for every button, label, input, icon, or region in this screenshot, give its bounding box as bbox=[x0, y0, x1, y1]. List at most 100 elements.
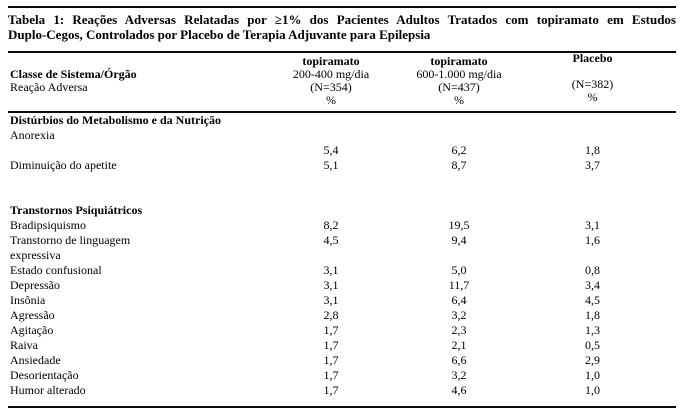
value-cell: 4,5 bbox=[323, 233, 339, 247]
header-topiramato-high-dose: topiramato 600-1.000 mg/dia (N=437) % bbox=[394, 55, 524, 107]
value-cell: 6,6 bbox=[451, 353, 467, 367]
section-header: Distúrbios do Metabolismo e da Nutrição bbox=[10, 113, 221, 127]
table-row: Desorientação 1,7 3,2 1,0 bbox=[8, 368, 661, 383]
title-rule bbox=[8, 51, 676, 53]
header-col4-drug: Placebo bbox=[572, 51, 613, 65]
value-cell: 8,7 bbox=[451, 158, 467, 172]
table-row: Transtorno de linguagem 4,5 9,4 1,6 bbox=[8, 233, 661, 248]
row-label: Raiva bbox=[10, 338, 38, 352]
table-title: Tabela 1: Reações Adversas Relatadas por… bbox=[8, 12, 676, 42]
header-col4-unit: % bbox=[587, 90, 598, 104]
header-col2-dose: 200-400 mg/dia bbox=[292, 67, 370, 81]
value-cell bbox=[268, 248, 394, 263]
row-label: Anorexia bbox=[10, 128, 55, 142]
value-cell: 6,4 bbox=[451, 293, 467, 307]
value-cell: 3,7 bbox=[585, 158, 600, 172]
row-label: Transtorno de linguagem bbox=[10, 233, 131, 247]
value-cell: 5,4 bbox=[323, 143, 339, 157]
section-header: Transtornos Psiquiátricos bbox=[10, 203, 143, 217]
value-cell: 1,7 bbox=[323, 353, 339, 367]
value-cell: 3,1 bbox=[323, 293, 339, 307]
row-label: Humor alterado bbox=[10, 383, 86, 397]
row-label: Bradipsiquismo bbox=[10, 218, 87, 232]
table-row: Anorexia bbox=[8, 128, 661, 143]
header-col3-n: (N=437) bbox=[438, 80, 480, 94]
value-cell: 4,6 bbox=[451, 383, 467, 397]
value-cell: 5,1 bbox=[323, 158, 339, 172]
value-cell: 3,2 bbox=[451, 308, 467, 322]
value-cell: 9,4 bbox=[451, 233, 467, 247]
value-cell bbox=[524, 128, 661, 143]
header-col2-n: (N=354) bbox=[310, 80, 352, 94]
table-header: Classe de Sistema/Órgão Reação Adversa t… bbox=[8, 52, 661, 111]
value-cell: 0,8 bbox=[585, 263, 600, 277]
table-row: Depressão 3,1 11,7 3,4 bbox=[8, 278, 661, 293]
table-row: Diminuição do apetite 5,1 8,7 3,7 bbox=[8, 158, 661, 173]
value-cell: 2,3 bbox=[451, 323, 467, 337]
row-label bbox=[8, 143, 268, 158]
table-row: Agressão 2,8 3,2 1,8 bbox=[8, 308, 661, 323]
value-cell: 3,1 bbox=[323, 263, 339, 277]
value-cell bbox=[394, 128, 524, 143]
value-cell: 19,5 bbox=[448, 218, 470, 232]
value-cell: 1,0 bbox=[585, 383, 600, 397]
table-row: Ansiedade 1,7 6,6 2,9 bbox=[8, 353, 661, 368]
value-cell: 1,3 bbox=[585, 323, 600, 337]
bottom-rule bbox=[8, 406, 676, 408]
table-title-line1: Tabela 1: Reações Adversas Relatadas por… bbox=[8, 12, 676, 27]
row-label: Agitação bbox=[10, 323, 54, 337]
value-cell bbox=[394, 248, 524, 263]
value-cell: 3,1 bbox=[323, 278, 339, 292]
table-row: Estado confusional 3,1 5,0 0,8 bbox=[8, 263, 661, 278]
row-label: Desorientação bbox=[10, 368, 79, 382]
value-cell bbox=[268, 128, 394, 143]
table-row: Raiva 1,7 2,1 0,5 bbox=[8, 338, 661, 353]
value-cell: 1,7 bbox=[323, 368, 339, 382]
table-row: 5,4 6,2 1,8 bbox=[8, 143, 661, 158]
header-rule bbox=[8, 111, 676, 113]
header-col1-line2: Reação Adversa bbox=[10, 80, 88, 94]
table-row: expressiva bbox=[8, 248, 661, 263]
value-cell: 1,8 bbox=[585, 308, 600, 322]
header-system-organ-class: Classe de Sistema/Órgão Reação Adversa bbox=[8, 55, 268, 107]
row-label: Ansiedade bbox=[10, 353, 61, 367]
row-label: Depressão bbox=[10, 278, 60, 292]
value-cell: 1,6 bbox=[585, 233, 600, 247]
row-label: Diminuição do apetite bbox=[10, 158, 117, 172]
header-col2-unit: % bbox=[326, 93, 336, 107]
header-topiramato-low-dose: topiramato 200-400 mg/dia (N=354) % bbox=[268, 55, 394, 107]
table-body: Distúrbios do Metabolismo e da Nutrição A… bbox=[8, 113, 676, 398]
header-col3-unit: % bbox=[454, 93, 464, 107]
header-col3-dose: 600-1.000 mg/dia bbox=[416, 67, 502, 81]
value-cell: 2,1 bbox=[451, 338, 467, 352]
header-col2-drug: topiramato bbox=[302, 54, 360, 68]
top-rule bbox=[8, 6, 676, 8]
header-col1-line1: Classe de Sistema/Órgão bbox=[10, 67, 137, 81]
header-col4-n: (N=382) bbox=[571, 77, 614, 91]
value-cell: 1,0 bbox=[585, 368, 600, 382]
header-placebo: Placebo (N=382) % bbox=[524, 52, 661, 107]
value-cell: 4,5 bbox=[585, 293, 600, 307]
value-cell: 8,2 bbox=[323, 218, 339, 232]
table-title-line2: Duplo-Cegos, Controlados por Placebo de … bbox=[8, 27, 431, 42]
value-cell: 0,5 bbox=[585, 338, 600, 352]
value-cell: 1,7 bbox=[323, 383, 339, 397]
value-cell: 11,7 bbox=[448, 278, 470, 292]
row-label: Agressão bbox=[10, 308, 55, 322]
value-cell bbox=[524, 248, 661, 263]
row-label: expressiva bbox=[10, 248, 61, 262]
value-cell: 1,7 bbox=[323, 323, 339, 337]
value-cell: 3,1 bbox=[585, 218, 600, 232]
value-cell: 2,8 bbox=[323, 308, 339, 322]
value-cell: 2,9 bbox=[585, 353, 600, 367]
row-label: Insônia bbox=[10, 293, 46, 307]
value-cell: 6,2 bbox=[451, 143, 467, 157]
value-cell: 1,7 bbox=[323, 338, 339, 352]
row-label: Estado confusional bbox=[10, 263, 102, 277]
table-row: Insônia 3,1 6,4 4,5 bbox=[8, 293, 661, 308]
table-row: Humor alterado 1,7 4,6 1,0 bbox=[8, 383, 661, 398]
value-cell: 3,4 bbox=[585, 278, 600, 292]
value-cell: 1,8 bbox=[585, 143, 600, 157]
table-row: Bradipsiquismo 8,2 19,5 3,1 bbox=[8, 218, 661, 233]
